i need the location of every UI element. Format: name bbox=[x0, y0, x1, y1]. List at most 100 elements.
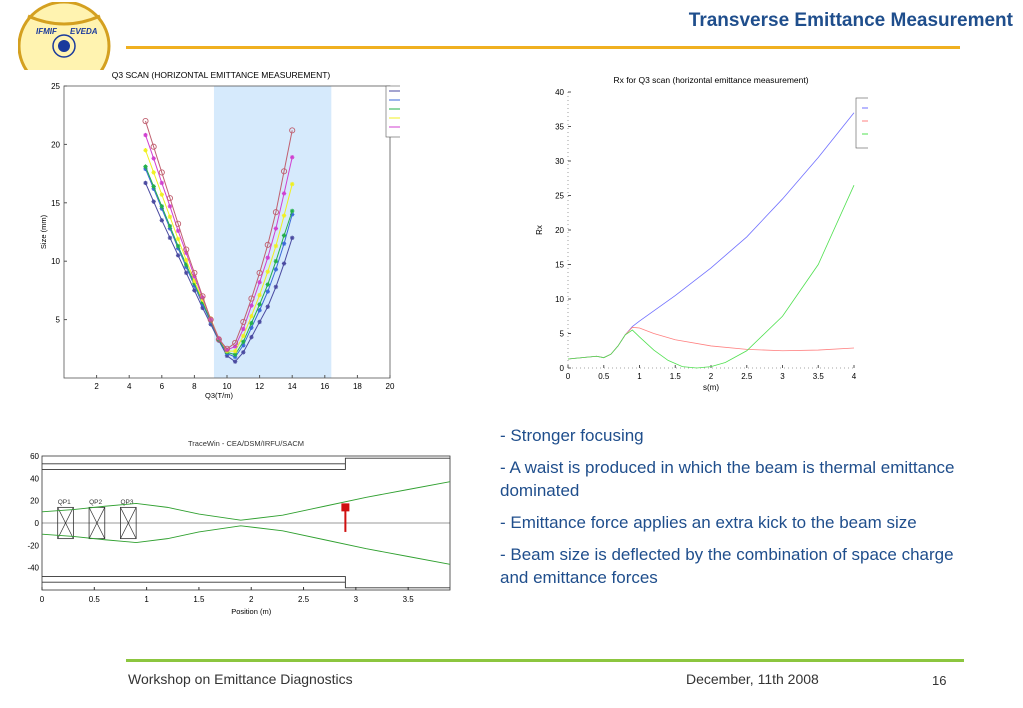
x-tick-label: 0.5 bbox=[598, 372, 610, 381]
data-point bbox=[265, 255, 270, 260]
data-point bbox=[248, 295, 255, 302]
y-tick-label: -20 bbox=[27, 541, 39, 550]
data-point bbox=[192, 278, 197, 284]
data-point bbox=[240, 318, 247, 325]
bullet-item: - Emittance force applies an extra kick … bbox=[500, 513, 917, 532]
data-point bbox=[167, 226, 173, 231]
chart-title: Q3 SCAN (HORIZONTAL EMITTANCE MEASUREMEN… bbox=[112, 70, 331, 80]
x-tick-label: 4 bbox=[852, 372, 857, 381]
data-point bbox=[290, 212, 295, 217]
y-tick-label: 20 bbox=[555, 226, 564, 235]
data-point bbox=[249, 303, 254, 308]
data-point bbox=[175, 236, 181, 242]
data-point bbox=[281, 191, 287, 196]
x-tick-label: 18 bbox=[353, 382, 362, 391]
y-tick-label: 5 bbox=[560, 330, 565, 339]
data-point bbox=[142, 117, 149, 125]
data-point bbox=[184, 262, 189, 267]
x-tick-label: 14 bbox=[288, 382, 297, 391]
data-point bbox=[215, 336, 222, 343]
data-point bbox=[184, 270, 189, 276]
data-point bbox=[281, 241, 287, 246]
quadrupole-cross bbox=[120, 507, 137, 539]
data-point bbox=[256, 269, 263, 276]
data-point bbox=[143, 164, 148, 169]
x-tick-label: 12 bbox=[255, 382, 264, 391]
data-point bbox=[273, 267, 279, 272]
x-axis-label: Position (m) bbox=[231, 607, 272, 616]
envelope-line bbox=[41, 481, 451, 521]
series-line bbox=[145, 120, 293, 350]
data-point bbox=[175, 243, 181, 249]
data-point bbox=[192, 274, 197, 279]
x-tick-label: 0 bbox=[40, 595, 45, 604]
x-tick-label: 6 bbox=[160, 382, 165, 391]
data-point bbox=[249, 334, 254, 340]
data-point bbox=[207, 316, 214, 323]
data-point bbox=[265, 282, 270, 287]
quadrupole-label: QP3 bbox=[120, 499, 133, 506]
legend-box bbox=[385, 85, 400, 138]
data-point bbox=[265, 289, 270, 294]
x-tick-label: 2 bbox=[709, 372, 714, 381]
data-point bbox=[159, 206, 164, 211]
data-point bbox=[183, 246, 190, 253]
chart-title: Rx for Q3 scan (horizontal emittance mea… bbox=[613, 75, 808, 85]
x-tick-label: 3 bbox=[780, 372, 785, 381]
y-tick-label: -40 bbox=[27, 564, 39, 573]
data-point bbox=[200, 299, 205, 305]
data-point bbox=[232, 344, 238, 349]
data-point bbox=[200, 297, 205, 302]
y-tick-label: 40 bbox=[30, 474, 39, 483]
diagnostic-marker-head bbox=[341, 503, 350, 512]
x-tick-label: 1 bbox=[637, 372, 642, 381]
q3-scan-chart: Q3 SCAN (HORIZONTAL EMITTANCE MEASUREMEN… bbox=[39, 70, 400, 400]
x-tick-label: 1.5 bbox=[670, 372, 682, 381]
data-point bbox=[191, 269, 198, 276]
data-point bbox=[289, 127, 296, 134]
data-point bbox=[151, 199, 156, 204]
data-point bbox=[232, 354, 238, 360]
data-point bbox=[273, 243, 279, 249]
data-point bbox=[151, 186, 156, 191]
data-point bbox=[159, 218, 164, 223]
data-point bbox=[249, 313, 254, 319]
data-point bbox=[192, 288, 197, 293]
x-tick-label: 3.5 bbox=[813, 372, 825, 381]
x-axis-label: s(m) bbox=[703, 383, 719, 392]
data-point bbox=[151, 184, 156, 189]
data-point bbox=[143, 166, 148, 172]
data-point bbox=[143, 132, 148, 138]
data-point bbox=[232, 352, 238, 357]
data-point bbox=[241, 343, 246, 348]
data-point bbox=[257, 280, 262, 285]
data-point bbox=[200, 305, 205, 311]
y-tick-label: 15 bbox=[555, 261, 564, 270]
data-point bbox=[223, 345, 231, 352]
data-point bbox=[257, 302, 262, 307]
x-tick-label: 20 bbox=[386, 382, 395, 391]
envelope-line bbox=[41, 525, 451, 565]
data-point bbox=[265, 269, 270, 274]
quadrupole-label: QP1 bbox=[58, 499, 71, 506]
x-tick-label: 10 bbox=[223, 382, 232, 391]
y-tick-label: 0 bbox=[35, 519, 40, 528]
y-axis-label: Size (mm) bbox=[39, 214, 48, 249]
data-point bbox=[167, 204, 173, 209]
chart-title: TraceWin - CEA/DSM/IRFU/SACM bbox=[188, 439, 304, 448]
bottom-rule bbox=[126, 659, 964, 662]
y-axis-label: Rx bbox=[535, 225, 544, 235]
y-tick-label: 35 bbox=[555, 123, 564, 132]
x-tick-label: 4 bbox=[127, 382, 132, 391]
data-point bbox=[257, 319, 262, 325]
data-point bbox=[257, 292, 262, 298]
data-point bbox=[257, 308, 262, 313]
data-point bbox=[273, 284, 279, 290]
data-point bbox=[151, 170, 156, 175]
y-tick-label: 20 bbox=[30, 497, 39, 506]
y-tick-label: 5 bbox=[56, 316, 61, 325]
x-tick-label: 3 bbox=[354, 595, 359, 604]
y-tick-label: 15 bbox=[51, 199, 60, 208]
rx-q3-scan-chart: Rx for Q3 scan (horizontal emittance mea… bbox=[535, 75, 868, 392]
data-point bbox=[281, 261, 287, 266]
